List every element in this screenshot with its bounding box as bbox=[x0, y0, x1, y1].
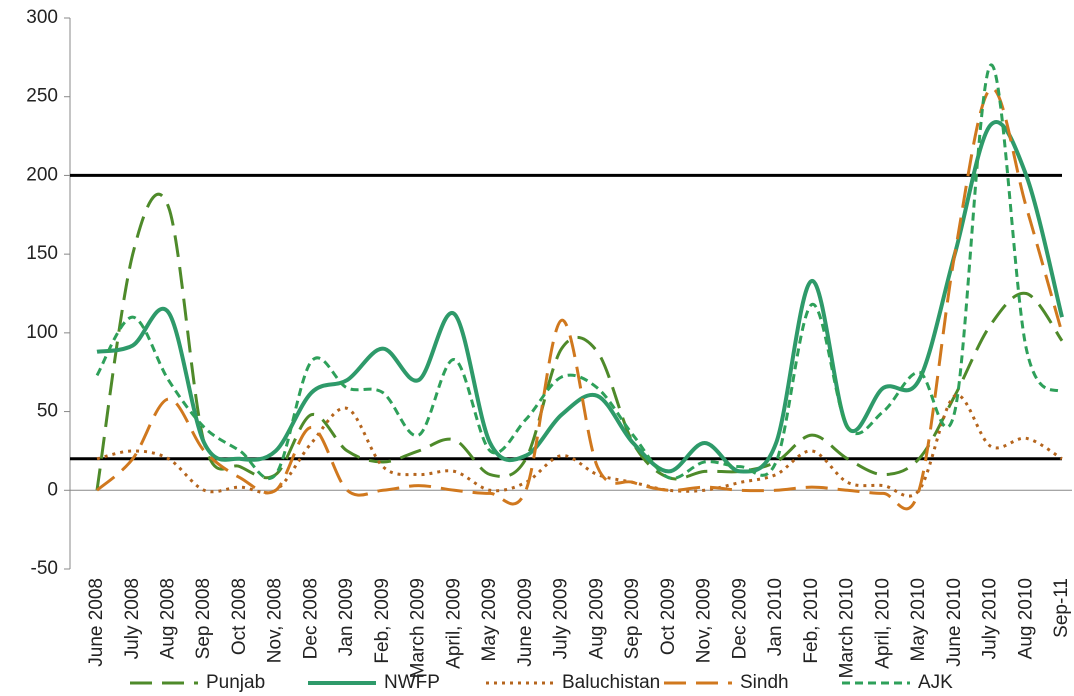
x-tick-label: July 2008 bbox=[122, 578, 143, 659]
x-tick-label: May 2009 bbox=[479, 578, 500, 661]
x-tick-label: Nov, 2009 bbox=[694, 578, 715, 663]
legend-label: NWFP bbox=[384, 672, 440, 693]
x-tick-label: Aug 2008 bbox=[157, 578, 178, 659]
x-tick-label: July 2009 bbox=[551, 578, 572, 659]
x-tick-label: Nov, 2008 bbox=[265, 578, 286, 663]
series-line bbox=[96, 393, 1063, 498]
x-tick-label: June 2008 bbox=[86, 578, 107, 667]
x-tick-label: Dec 2008 bbox=[300, 578, 321, 659]
x-tick-label: Dec 2009 bbox=[729, 578, 750, 659]
y-tick-label: 100 bbox=[26, 322, 58, 343]
y-tick-label: 0 bbox=[47, 479, 58, 500]
legend-label: AJK bbox=[918, 672, 953, 693]
x-tick-label: Sep-11 bbox=[1051, 578, 1072, 638]
x-tick-label: July 2010 bbox=[980, 578, 1001, 659]
x-tick-label: Feb, 2009 bbox=[372, 578, 393, 664]
x-tick-label: Feb, 2010 bbox=[801, 578, 822, 664]
x-tick-label: March 2010 bbox=[837, 578, 858, 678]
x-tick-label: Aug 2010 bbox=[1015, 578, 1036, 659]
legend-label: Sindh bbox=[740, 672, 789, 693]
x-tick-label: April, 2010 bbox=[872, 578, 893, 669]
x-tick-label: May 2010 bbox=[908, 578, 929, 661]
x-tick-label: Aug 2009 bbox=[586, 578, 607, 659]
x-tick-label: Jan 2009 bbox=[336, 578, 357, 656]
x-tick-label: March 2009 bbox=[408, 578, 429, 678]
x-tick-label: Oct 2009 bbox=[658, 578, 679, 655]
x-tick-label: June 2009 bbox=[515, 578, 536, 667]
x-tick-label: Oct 2008 bbox=[229, 578, 250, 655]
legend-label: Baluchistan bbox=[562, 672, 660, 693]
series-line bbox=[95, 63, 1064, 480]
x-tick-label: Jan 2010 bbox=[765, 578, 786, 656]
x-tick-label: Sep 2008 bbox=[193, 578, 214, 659]
x-tick-label: June 2010 bbox=[944, 578, 965, 667]
y-tick-label: -50 bbox=[31, 558, 58, 579]
y-tick-label: 50 bbox=[37, 401, 58, 422]
x-tick-label: April, 2009 bbox=[443, 578, 464, 669]
legend-label: Punjab bbox=[206, 672, 265, 693]
y-tick-label: 300 bbox=[26, 7, 58, 28]
series-line bbox=[95, 192, 1064, 491]
y-tick-label: 150 bbox=[26, 243, 58, 264]
series-line bbox=[96, 120, 1064, 474]
x-tick-label: Sep 2009 bbox=[622, 578, 643, 659]
y-tick-label: 250 bbox=[26, 86, 58, 107]
y-tick-label: 200 bbox=[26, 164, 58, 185]
series-line bbox=[96, 87, 1064, 511]
